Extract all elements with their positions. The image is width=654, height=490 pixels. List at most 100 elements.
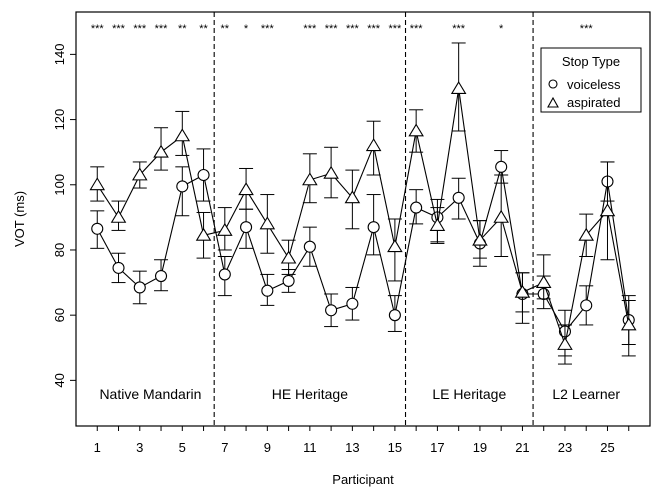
significance-marker: *** — [388, 23, 402, 35]
data-point-circle — [218, 268, 231, 281]
y-axis-label: VOT (ms) — [12, 191, 27, 247]
x-tick-label: 17 — [430, 440, 444, 455]
x-tick-label: 25 — [600, 440, 614, 455]
group-label: Native Mandarin — [99, 386, 201, 402]
plot-frame — [75, 11, 651, 427]
series-aspirated — [89, 42, 637, 365]
data-point-circle — [91, 222, 104, 235]
data-point-triangle — [472, 232, 488, 246]
legend-triangle-marker — [547, 96, 559, 108]
data-point-triangle — [174, 128, 191, 142]
data-point-circle — [580, 299, 593, 312]
data-point-circle — [261, 284, 274, 297]
significance-marker: *** — [580, 23, 594, 35]
significance-marker: *** — [112, 23, 126, 35]
significance-marker: *** — [155, 23, 169, 35]
significance-marker: *** — [303, 23, 317, 35]
data-point-circle — [240, 221, 253, 234]
group-label: LE Heritage — [432, 386, 506, 402]
data-point-triangle — [217, 222, 233, 236]
data-point-triangle — [323, 165, 339, 179]
data-point-circle — [495, 160, 508, 173]
x-tick-label: 21 — [515, 440, 529, 455]
x-axis-label: Participant — [332, 472, 394, 487]
data-point-triangle — [387, 239, 403, 253]
significance-marker: ** — [199, 23, 208, 35]
legend-label-aspirated: aspirated — [567, 95, 620, 110]
data-point-triangle — [514, 284, 531, 298]
data-point-circle — [388, 309, 401, 322]
y-tick-label: 60 — [52, 308, 67, 322]
significance-marker: ** — [221, 23, 230, 35]
y-tick-label: 80 — [52, 243, 67, 257]
x-tick-label: 19 — [473, 440, 487, 455]
data-point-triangle — [365, 138, 382, 152]
significance-marker: *** — [410, 23, 424, 35]
data-point-circle — [346, 297, 359, 310]
significance-marker: *** — [325, 23, 339, 35]
data-point-circle — [325, 304, 338, 317]
legend-title: Stop Type — [562, 54, 620, 69]
x-tick-label: 3 — [136, 440, 143, 455]
x-tick-label: 9 — [264, 440, 271, 455]
data-point-triangle — [450, 81, 467, 95]
data-point-triangle — [429, 217, 446, 231]
data-point-circle — [133, 281, 146, 294]
significance-marker: *** — [367, 23, 381, 35]
x-tick-label: 23 — [558, 440, 572, 455]
x-tick-label: 5 — [179, 440, 186, 455]
data-point-circle — [112, 261, 125, 274]
data-point-triangle — [578, 227, 595, 241]
data-point-triangle — [302, 172, 318, 186]
significance-marker: *** — [346, 23, 360, 35]
y-tick-label: 120 — [52, 109, 67, 131]
data-point-circle — [303, 240, 316, 253]
data-point-circle — [176, 180, 189, 193]
group-label: L2 Learner — [552, 386, 620, 402]
data-point-triangle — [599, 203, 616, 217]
significance-marker: *** — [91, 23, 105, 35]
data-point-triangle — [408, 123, 424, 137]
y-tick-label: 40 — [52, 373, 67, 387]
data-point-triangle — [110, 209, 127, 223]
x-tick-label: 15 — [388, 440, 402, 455]
series-line-aspirated — [96, 88, 630, 347]
data-point-circle — [367, 221, 380, 234]
legend: Stop Type voiceless aspirated — [540, 47, 642, 113]
y-tick-label: 140 — [52, 44, 67, 66]
significance-marker: *** — [133, 23, 147, 35]
data-point-triangle — [557, 336, 573, 350]
x-axis: 1 3 5 7 9 11 13 15 17 19 21 23 25 — [94, 426, 630, 455]
significance-marker: *** — [261, 23, 275, 35]
data-point-circle — [282, 274, 295, 287]
data-point-triangle — [153, 144, 169, 158]
data-series — [89, 42, 637, 365]
significance-marker: * — [499, 23, 504, 35]
legend-box — [540, 47, 642, 113]
legend-label-voiceless: voiceless — [567, 77, 621, 92]
significance-markers: *** *** *** *** ** ** ** * *** *** *** *** *** *** ***… — [91, 23, 594, 35]
y-axis: 40 60 80 100 120 140 — [52, 44, 76, 388]
data-point-circle — [154, 269, 168, 283]
legend-circle-marker — [548, 79, 558, 89]
significance-marker: * — [244, 23, 249, 35]
data-point-circle — [197, 168, 210, 182]
data-point-triangle — [535, 274, 552, 288]
group-label: HE Heritage — [272, 386, 348, 402]
x-tick-label: 13 — [345, 440, 359, 455]
significance-marker: *** — [452, 23, 466, 35]
data-point-triangle — [195, 227, 212, 241]
series-line-voiceless — [96, 166, 630, 333]
data-point-triangle — [259, 216, 276, 230]
data-point-triangle — [280, 250, 297, 264]
y-tick-label: 100 — [52, 174, 67, 196]
data-point-triangle — [131, 167, 148, 181]
data-point-triangle — [493, 209, 509, 223]
data-point-triangle — [344, 190, 361, 204]
group-dividers — [213, 12, 534, 426]
x-tick-label: 7 — [221, 440, 228, 455]
x-tick-label: 11 — [303, 440, 317, 455]
significance-marker: ** — [178, 23, 187, 35]
